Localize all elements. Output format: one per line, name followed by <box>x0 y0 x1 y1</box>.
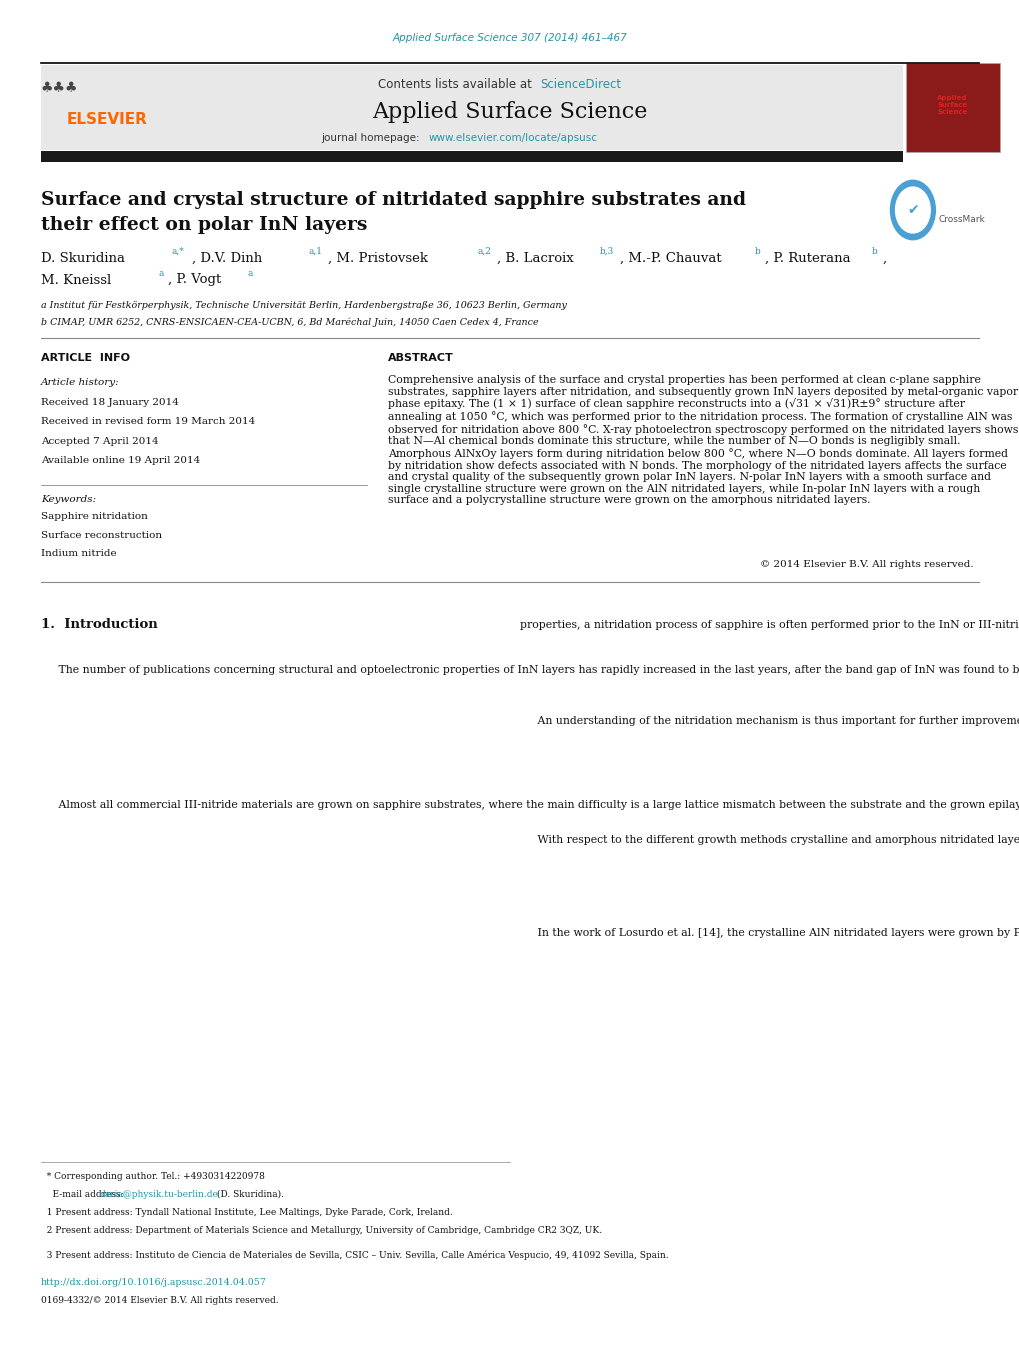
Text: ✔: ✔ <box>906 203 918 218</box>
Text: Available online 19 April 2014: Available online 19 April 2014 <box>41 457 200 466</box>
Text: b: b <box>754 246 760 255</box>
Text: 0169-4332/© 2014 Elsevier B.V. All rights reserved.: 0169-4332/© 2014 Elsevier B.V. All right… <box>41 1296 278 1305</box>
Text: ELSEVIER: ELSEVIER <box>66 112 147 127</box>
Text: Surface and crystal structure of nitridated sapphire substrates and: Surface and crystal structure of nitrida… <box>41 190 745 209</box>
Text: a,2: a,2 <box>477 246 491 255</box>
Text: a: a <box>158 269 163 277</box>
Text: a,1: a,1 <box>308 246 322 255</box>
Text: Keywords:: Keywords: <box>41 494 96 504</box>
Circle shape <box>890 180 934 239</box>
Text: Accepted 7 April 2014: Accepted 7 April 2014 <box>41 436 158 446</box>
Text: journal homepage:: journal homepage: <box>321 132 423 143</box>
Bar <box>41 65 902 150</box>
Text: , P. Ruterana: , P. Ruterana <box>764 251 850 265</box>
Text: Surface reconstruction: Surface reconstruction <box>41 531 162 539</box>
Text: Applied
Surface
Science: Applied Surface Science <box>936 95 967 115</box>
Text: http://dx.doi.org/10.1016/j.apsusc.2014.04.057: http://dx.doi.org/10.1016/j.apsusc.2014.… <box>41 1278 266 1288</box>
Text: ABSTRACT: ABSTRACT <box>387 353 452 363</box>
Text: ♣♣♣: ♣♣♣ <box>41 81 77 95</box>
Text: , M. Pristovsek: , M. Pristovsek <box>328 251 428 265</box>
Circle shape <box>895 186 929 232</box>
Text: E-mail address:: E-mail address: <box>41 1190 126 1198</box>
Text: Contents lists available at: Contents lists available at <box>377 78 535 92</box>
Text: , P. Vogt: , P. Vogt <box>168 273 221 286</box>
Text: Almost all commercial III-nitride materials are grown on sapphire substrates, wh: Almost all commercial III-nitride materi… <box>41 800 1019 811</box>
Text: daria@physik.tu-berlin.de: daria@physik.tu-berlin.de <box>100 1190 219 1198</box>
Text: Sapphire nitridation: Sapphire nitridation <box>41 512 148 521</box>
Text: b,3: b,3 <box>599 246 613 255</box>
Text: ScienceDirect: ScienceDirect <box>540 78 622 92</box>
Text: b: b <box>871 246 877 255</box>
Text: Comprehensive analysis of the surface and crystal properties has been performed : Comprehensive analysis of the surface an… <box>387 376 1017 505</box>
Text: ARTICLE  INFO: ARTICLE INFO <box>41 353 129 363</box>
Text: , M.-P. Chauvat: , M.-P. Chauvat <box>620 251 721 265</box>
Bar <box>905 63 999 153</box>
Text: Applied Surface Science: Applied Surface Science <box>372 101 647 123</box>
Text: a,*: a,* <box>171 246 184 255</box>
Text: Applied Surface Science 307 (2014) 461–467: Applied Surface Science 307 (2014) 461–4… <box>392 32 627 43</box>
Text: * Corresponding author. Tel.: +4930314220978: * Corresponding author. Tel.: +493031422… <box>41 1173 264 1181</box>
Text: An understanding of the nitridation mechanism is thus important for further impr: An understanding of the nitridation mech… <box>520 715 1019 725</box>
Text: Indium nitride: Indium nitride <box>41 549 116 558</box>
Text: Received in revised form 19 March 2014: Received in revised form 19 March 2014 <box>41 417 255 427</box>
Text: 1.  Introduction: 1. Introduction <box>41 617 157 631</box>
Text: ,: , <box>881 251 886 265</box>
Text: Article history:: Article history: <box>41 378 119 386</box>
Text: M. Kneissl: M. Kneissl <box>41 273 111 286</box>
Text: With respect to the different growth methods crystalline and amorphous nitridate: With respect to the different growth met… <box>520 835 1019 844</box>
Text: , B. Lacroix: , B. Lacroix <box>496 251 573 265</box>
Text: www.elsevier.com/locate/apsusc: www.elsevier.com/locate/apsusc <box>428 132 597 143</box>
Text: 1 Present address: Tyndall National Institute, Lee Maltings, Dyke Parade, Cork, : 1 Present address: Tyndall National Inst… <box>41 1208 452 1217</box>
Text: Received 18 January 2014: Received 18 January 2014 <box>41 399 178 407</box>
Text: b CIMAP, UMR 6252, CNRS-ENSICAEN-CEA-UCBN, 6, Bd Maréchal Juin, 14050 Caen Cedex: b CIMAP, UMR 6252, CNRS-ENSICAEN-CEA-UCB… <box>41 317 538 327</box>
Text: a Institut für Festkörperphysik, Technische Universität Berlin, Hardenbergstraße: a Institut für Festkörperphysik, Technis… <box>41 300 567 309</box>
Text: CrossMark: CrossMark <box>937 216 984 224</box>
Text: a: a <box>248 269 253 277</box>
Text: In the work of Losurdo et al. [14], the crystalline AlN nitridated layers were g: In the work of Losurdo et al. [14], the … <box>520 928 1019 938</box>
Text: (D. Skuridina).: (D. Skuridina). <box>214 1190 284 1198</box>
Text: their effect on polar InN layers: their effect on polar InN layers <box>41 216 367 234</box>
Text: 2 Present address: Department of Materials Science and Metallurgy, University of: 2 Present address: Department of Materia… <box>41 1225 601 1235</box>
Bar <box>41 151 902 162</box>
Text: © 2014 Elsevier B.V. All rights reserved.: © 2014 Elsevier B.V. All rights reserved… <box>760 561 973 569</box>
Text: The number of publications concerning structural and optoelectronic properties o: The number of publications concerning st… <box>41 665 1019 676</box>
Text: , D.V. Dinh: , D.V. Dinh <box>192 251 262 265</box>
Text: properties, a nitridation process of sapphire is often performed prior to the In: properties, a nitridation process of sap… <box>520 620 1019 630</box>
Text: 3 Present address: Instituto de Ciencia de Materiales de Sevilla, CSIC – Univ. S: 3 Present address: Instituto de Ciencia … <box>41 1250 667 1259</box>
Text: D. Skuridina: D. Skuridina <box>41 251 124 265</box>
